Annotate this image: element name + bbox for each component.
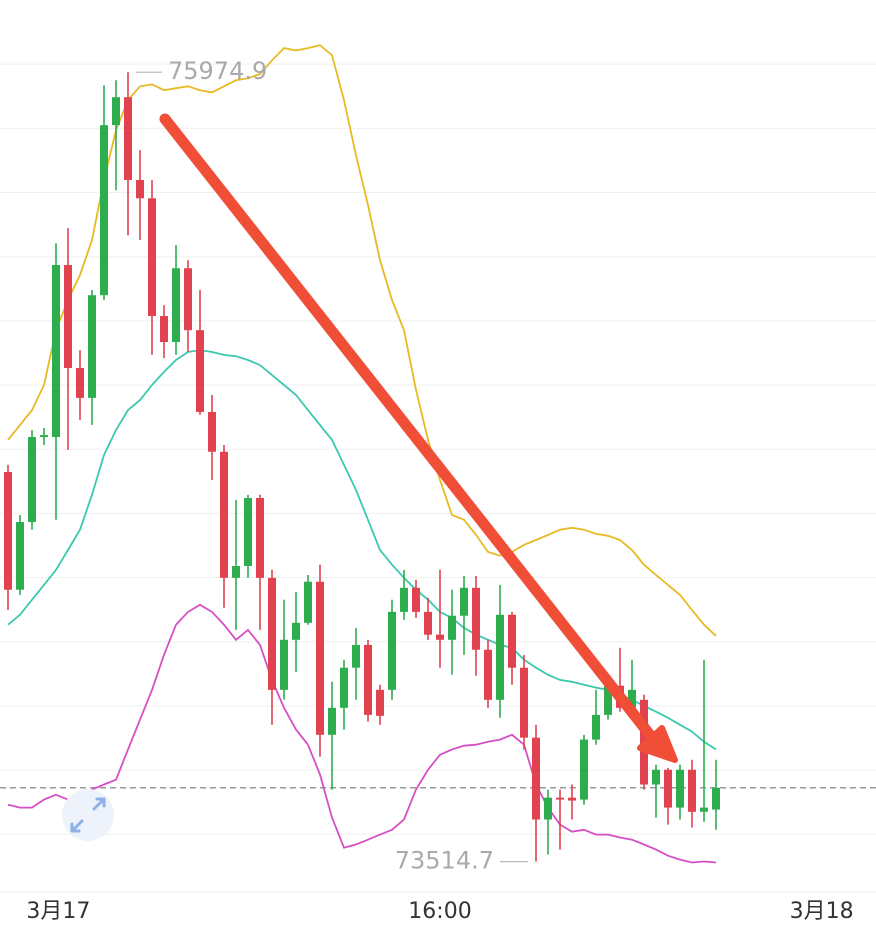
candle-body [532,737,541,820]
middle-band [7,349,717,751]
candle-body [112,97,121,126]
candle-body [712,787,721,810]
candle-body [544,797,553,820]
expand-icon[interactable] [70,797,106,833]
candle-body [28,437,37,523]
candle-body [328,707,337,735]
candle-body [592,714,601,740]
candle-body [664,769,673,808]
candle-body [208,411,217,452]
candle-body [256,497,265,578]
candle-body [232,566,241,578]
candle-body [448,615,457,640]
candle-body [220,451,229,578]
x-tick-label: 3月18 [790,899,854,924]
candle-body [496,614,505,700]
candle-body [4,471,13,590]
candle-body [76,368,85,398]
candle-body [412,587,421,612]
expand-button-bg[interactable] [62,789,114,841]
lower-band [7,603,717,864]
candle-body [16,522,25,590]
arrow-shaft [159,113,656,741]
candle-body [628,689,637,708]
candle-body [400,587,409,612]
candle-body [172,268,181,343]
candle-body [64,265,73,369]
trend-arrow [159,113,678,763]
arrow-head [637,725,678,763]
candle-body [460,587,469,616]
low-label: 73514.7 [395,847,494,875]
labels: 3月17 16:00 3月18 75974.9 73514.7 [26,57,853,924]
candle-body [484,649,493,700]
candle-body [340,667,349,708]
candles [4,72,721,862]
candle-body [652,769,661,785]
expand-button[interactable] [62,789,114,841]
candle-body [556,797,565,800]
candle-body [520,667,529,738]
upper-band [7,44,717,637]
candle-body [196,330,205,412]
candle-body [52,265,61,438]
candle-body [688,769,697,812]
candle-body [136,180,145,199]
candle-body [160,316,169,343]
candle-body [40,435,49,438]
candle-body [316,581,325,735]
candle-body [88,295,97,398]
candle-body [676,769,685,808]
candle-body [352,644,361,668]
candle-body [244,497,253,567]
bands [7,44,717,864]
candle-body [376,689,385,716]
candle-body [472,587,481,650]
candle-body [268,577,277,690]
candle-body [304,581,313,623]
candle-body [568,797,577,801]
candle-body [508,614,517,668]
candle-body [364,644,373,715]
high-label: 75974.9 [168,57,267,85]
candle-body [700,807,709,812]
candle-body [184,268,193,331]
x-tick-label: 16:00 [408,899,471,924]
x-tick-label: 3月17 [26,899,90,924]
candle-body [424,611,433,635]
candle-body [100,125,109,296]
candle-body [280,639,289,690]
candle-body [604,685,613,715]
candle-body [124,97,133,181]
candle-body [436,634,445,640]
candle-body [148,198,157,317]
candle-body [388,611,397,690]
candle-body [580,739,589,800]
candle-body [292,622,301,640]
